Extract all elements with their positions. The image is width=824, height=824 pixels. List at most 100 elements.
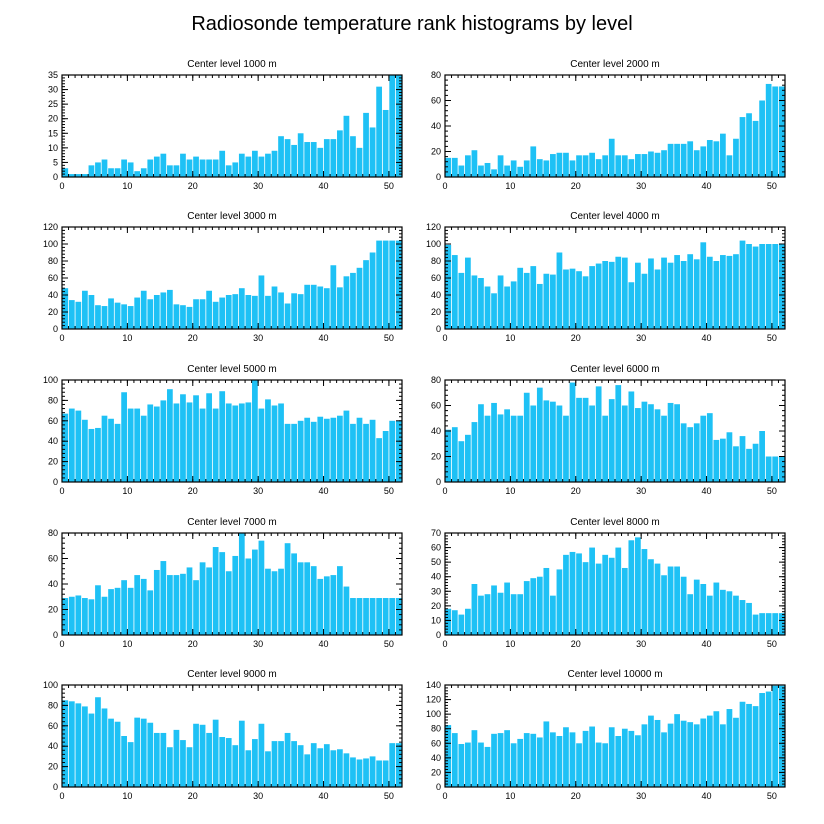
histogram-bar — [363, 758, 369, 787]
histogram-bar — [114, 587, 121, 635]
panel-10: Center level 10000 m 0 10 20 30 40 50 0 20 40 60 80… — [426, 669, 786, 801]
histogram-bar — [746, 448, 752, 482]
x-tick-label: 0 — [442, 181, 447, 191]
histogram-bar — [478, 595, 484, 635]
histogram-bar — [648, 715, 654, 787]
histogram-bar — [199, 724, 206, 787]
histogram-bar — [445, 725, 452, 787]
histogram-bar — [484, 746, 491, 787]
histogram-bar — [687, 141, 694, 177]
histogram-bar — [134, 297, 141, 329]
panel-5: Center level 5000 m 0 10 20 30 40 50 0 20 40 60 80 1… — [43, 364, 403, 496]
histogram-bar — [271, 571, 278, 635]
y-tick-label: 80 — [431, 70, 441, 80]
histogram-bar — [310, 566, 317, 635]
histogram-bar — [363, 112, 369, 177]
histogram-bar — [556, 736, 563, 787]
histogram-bar — [595, 563, 602, 635]
histogram-bar — [114, 423, 121, 482]
histogram-bar — [491, 585, 497, 635]
y-tick-label: 5 — [53, 157, 58, 167]
y-tick-label: 60 — [48, 554, 58, 564]
histogram-bar — [337, 749, 343, 787]
panel-3: Center level 3000 m 0 10 20 30 40 50 0 20 40 60 80 1… — [43, 211, 403, 343]
histogram-bar — [654, 563, 661, 635]
histogram-bar — [225, 295, 232, 329]
histogram-bar — [101, 596, 108, 635]
histogram-bar — [330, 417, 337, 482]
histogram-bar — [219, 297, 226, 329]
histogram-bar — [304, 284, 311, 329]
histogram-bar — [517, 738, 524, 787]
histogram-bar — [484, 162, 491, 177]
histogram-bar — [265, 153, 271, 177]
histogram-bar — [517, 166, 524, 177]
histogram-bar — [114, 721, 121, 787]
histogram-bar — [140, 718, 147, 787]
histogram-bar — [700, 718, 707, 787]
histogram-bar — [693, 259, 700, 329]
histogram-bar — [147, 159, 154, 177]
x-tick-label: 50 — [384, 333, 394, 343]
histogram-bar — [317, 748, 324, 787]
y-tick-label: 40 — [431, 121, 441, 131]
histogram-bar — [108, 168, 114, 177]
panel-title: Center level 1000 m — [187, 59, 277, 70]
histogram-bar — [563, 554, 569, 635]
y-tick-label: 0 — [436, 172, 441, 182]
histogram-bar — [523, 160, 530, 177]
histogram-bar — [661, 732, 667, 787]
histogram-bar — [700, 146, 707, 177]
histogram-bar — [713, 582, 720, 635]
histogram-bar — [350, 136, 356, 177]
histogram-bar — [550, 401, 556, 482]
histogram-bar — [173, 165, 180, 177]
histogram-bar — [382, 431, 389, 482]
histogram-bar — [389, 240, 396, 329]
histogram-bar — [759, 613, 765, 635]
histogram-bar — [765, 83, 772, 177]
histogram-bar — [778, 86, 785, 177]
histogram-bar — [445, 429, 452, 482]
histogram-bar — [395, 598, 402, 635]
y-tick-label: 100 — [43, 680, 58, 690]
histogram-bar — [713, 261, 720, 329]
histogram-bar — [661, 575, 667, 635]
histogram-bar — [739, 436, 746, 482]
histogram-bar — [95, 305, 101, 329]
y-tick-label: 60 — [48, 721, 58, 731]
histogram-bar — [62, 413, 69, 482]
y-tick-label: 60 — [48, 273, 58, 283]
histogram-bar — [569, 160, 576, 177]
histogram-bar — [759, 431, 765, 482]
histogram-bar — [667, 566, 674, 635]
histogram-bar — [108, 589, 114, 635]
histogram-bar — [310, 284, 317, 329]
histogram-bar — [635, 537, 641, 635]
histogram-bar — [258, 275, 265, 329]
panel-title: Center level 5000 m — [187, 364, 277, 375]
histogram-bar — [101, 159, 108, 177]
histogram-bar — [343, 753, 350, 787]
histogram-bar — [706, 595, 713, 635]
histogram-bar — [350, 272, 356, 329]
y-tick-label: 20 — [48, 114, 58, 124]
histogram-bar — [582, 397, 589, 482]
histogram-bar — [465, 608, 471, 635]
histogram-bar — [291, 423, 297, 482]
histogram-bar — [271, 405, 278, 482]
histogram-bar — [759, 100, 765, 177]
histogram-bar — [523, 581, 530, 635]
y-tick-label: 100 — [426, 239, 441, 249]
histogram-bar — [530, 733, 537, 787]
histogram-bar — [121, 159, 127, 177]
histogram-bar — [252, 150, 258, 177]
histogram-bar — [134, 408, 141, 482]
histogram-bar — [199, 562, 206, 635]
histogram-bar — [75, 174, 82, 177]
histogram-bar — [654, 269, 661, 329]
histogram-bar — [382, 109, 389, 177]
histogram-bar — [615, 736, 622, 787]
histogram-bar — [153, 569, 160, 635]
histogram-bar — [550, 154, 556, 177]
